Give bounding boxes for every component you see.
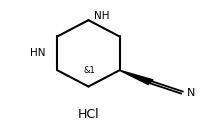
Text: NH: NH <box>94 11 110 21</box>
Text: &1: &1 <box>84 66 96 75</box>
Text: HCl: HCl <box>78 108 99 121</box>
Text: N: N <box>187 88 195 98</box>
Polygon shape <box>119 70 153 84</box>
Text: HN: HN <box>30 48 45 58</box>
